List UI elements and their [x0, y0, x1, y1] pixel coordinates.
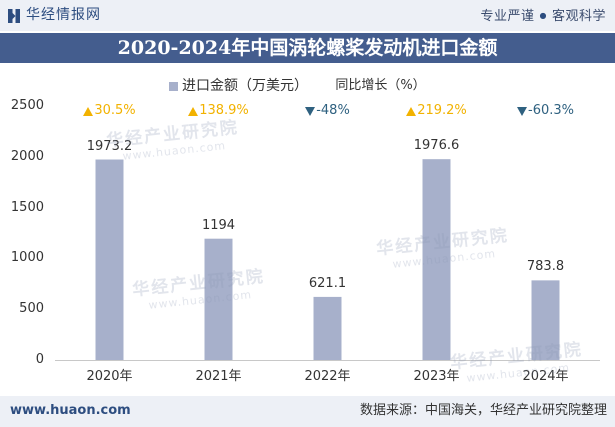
- legend-label-growth: 同比增长（%）: [335, 78, 426, 93]
- growth-label: -60.3%: [506, 103, 586, 119]
- y-tick-label: 0: [35, 352, 44, 367]
- bar-value-label: 1973.2: [86, 138, 133, 154]
- growth-unit: %: [123, 103, 136, 118]
- site-tagline: 专业严谨 ● 客观科学: [480, 8, 606, 24]
- growth-unit: %: [236, 103, 249, 118]
- x-tick-label: 2020年: [86, 369, 133, 384]
- site-logo-text: 华经情报网: [26, 7, 101, 23]
- growth-unit: %: [337, 103, 350, 118]
- up-triangle-icon: [406, 106, 417, 116]
- bar-2024: [531, 280, 560, 360]
- down-triangle-icon: [305, 106, 316, 116]
- bar-value-label: 621.1: [308, 275, 347, 291]
- footer-source: 数据来源：中国海关，华经产业研究院整理: [359, 403, 607, 418]
- tagline-right: 客观科学: [551, 9, 606, 24]
- growth-label: 219.2%: [397, 103, 477, 119]
- growth-value: 138.9: [199, 103, 237, 118]
- growth-value: -60.3: [528, 103, 562, 118]
- growth-value: -48: [316, 103, 338, 118]
- growth-value: 30.5: [94, 103, 124, 118]
- site-footer: www.huaon.com 数据来源：中国海关，华经产业研究院整理: [0, 396, 615, 427]
- triangle-shape: [406, 106, 417, 116]
- bar-2020: [95, 159, 124, 360]
- legend-label-import: 进口金额（万美元）: [182, 78, 308, 94]
- legend-item-import: 进口金额（万美元）: [169, 78, 308, 94]
- bar-2021: [204, 238, 233, 360]
- x-tick-label: 2021年: [195, 369, 242, 384]
- x-tick-label: 2023年: [413, 369, 460, 384]
- x-tick-label: 2022年: [304, 369, 351, 384]
- y-tick-label: 2000: [10, 148, 44, 164]
- up-triangle-icon: [83, 106, 94, 116]
- growth-unit: %: [454, 103, 467, 118]
- bar-value-label: 783.8: [526, 259, 565, 275]
- triangle-shape: [83, 106, 94, 116]
- growth-label: 138.9%: [179, 103, 259, 119]
- bar-value-label: 1976.6: [413, 138, 460, 154]
- bar-2023: [422, 159, 451, 360]
- legend-item-growth: 同比增长（%）: [335, 78, 425, 94]
- title-bar: 2020-2024年中国涡轮螺桨发动机进口金额: [0, 33, 615, 63]
- growth-unit: %: [561, 103, 574, 118]
- y-tick-label: 2500: [10, 98, 44, 113]
- triangle-shape: [517, 106, 527, 116]
- x-tick-label: 2024年: [522, 369, 569, 384]
- down-triangle-icon: [517, 106, 527, 116]
- triangle-shape: [188, 106, 199, 116]
- bar-value-label: 1194: [201, 217, 236, 233]
- y-tick-label: 500: [19, 301, 44, 317]
- y-tick-label: 1000: [10, 250, 44, 266]
- growth-label: 30.5%: [70, 103, 150, 119]
- site-header: 华经情报网 专业严谨 ● 客观科学: [0, 0, 615, 31]
- huajing-logo-icon: [8, 9, 20, 23]
- tagline-dot-icon: ●: [539, 11, 547, 20]
- chart-legend: 进口金额（万美元） 同比增长（%）: [0, 78, 615, 94]
- growth-label: -48%: [288, 103, 368, 119]
- up-triangle-icon: [188, 106, 199, 116]
- y-tick-label: 1500: [10, 199, 44, 215]
- bar-2022: [313, 296, 342, 360]
- legend-swatch-import: [169, 81, 178, 91]
- triangle-shape: [305, 106, 316, 116]
- chart-title: 2020-2024年中国涡轮螺桨发动机进口金额: [117, 37, 498, 59]
- footer-website: www.huaon.com: [10, 403, 131, 418]
- growth-value: 219.2: [417, 103, 455, 118]
- tagline-left: 专业严谨: [480, 9, 535, 24]
